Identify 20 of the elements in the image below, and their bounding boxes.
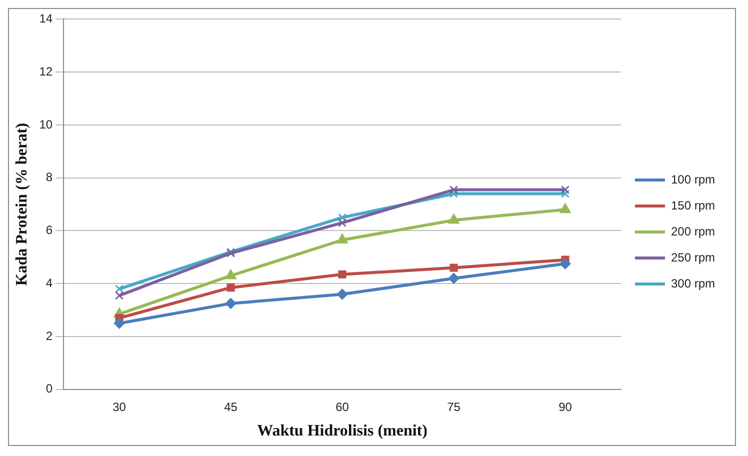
y-tick-label: 14: [39, 12, 53, 26]
x-tick-label: 30: [112, 400, 126, 414]
y-tick-label: 6: [46, 223, 53, 238]
legend-label: 300 rpm: [670, 276, 716, 290]
legend-label: 150 rpm: [670, 198, 716, 212]
x-tick-label: 75: [447, 400, 461, 414]
y-tick-label: 12: [39, 64, 53, 78]
y-tick-label: 0: [46, 382, 53, 396]
y-tick-label: 10: [39, 117, 53, 132]
y-tick-label: 4: [46, 276, 53, 290]
y-tick-label: 2: [46, 328, 53, 343]
x-axis-title: Waktu Hidrolisis (menit): [257, 422, 428, 440]
x-tick-label: 45: [224, 400, 238, 414]
legend-label: 200 rpm: [670, 224, 716, 238]
x-tick-label: 60: [336, 400, 350, 414]
x-tick-label: 90: [558, 400, 572, 414]
y-tick-label: 8: [46, 170, 53, 184]
y-axis-title: Kada Protein (% berat): [14, 122, 31, 286]
legend-label: 100 rpm: [670, 172, 716, 186]
legend-label: 250 rpm: [670, 250, 716, 264]
